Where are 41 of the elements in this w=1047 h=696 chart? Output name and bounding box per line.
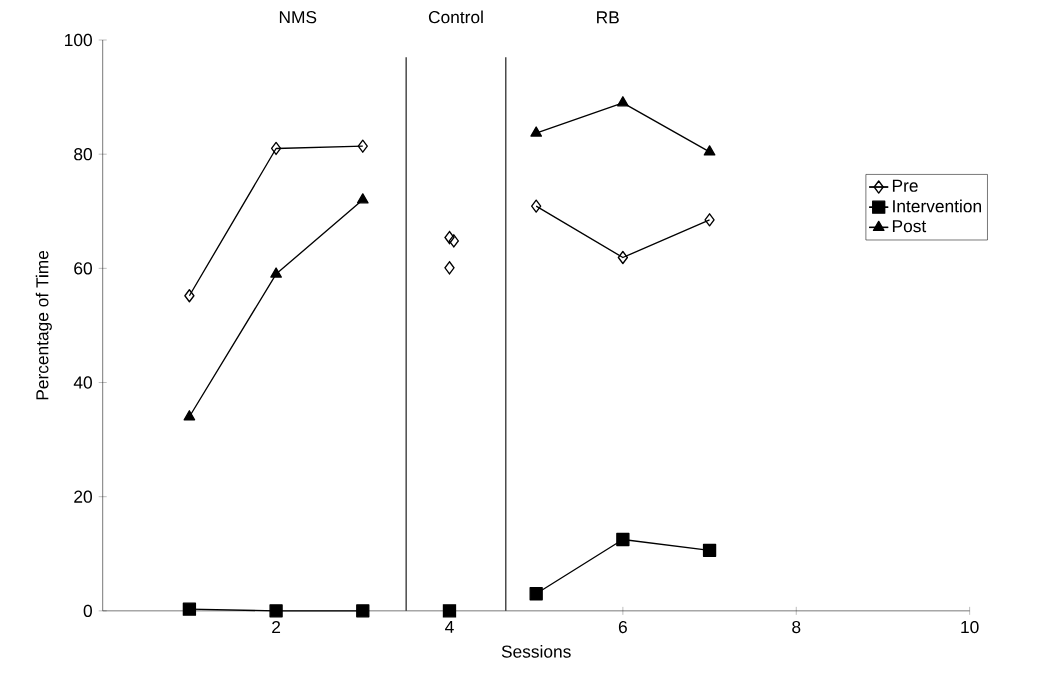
y-tick-label: 80 (74, 147, 92, 161)
point (617, 96, 629, 107)
point (182, 602, 197, 616)
x-tick-label: 6 (618, 620, 627, 634)
point (356, 193, 369, 204)
legend-label: Pre (892, 179, 918, 192)
point (270, 267, 282, 278)
y-axis-title: Percentage of Time (35, 250, 52, 400)
point (270, 141, 282, 156)
x-tick-label: 4 (445, 620, 454, 633)
text: NMS (279, 10, 317, 24)
point (184, 288, 195, 303)
point (702, 543, 717, 557)
x-axis-title: Sessions (501, 644, 571, 658)
text: RB (597, 11, 619, 24)
y-tick-label: 100 (65, 33, 92, 47)
legend-label: Post (892, 220, 927, 233)
x-tick-label: 10 (961, 620, 979, 634)
point (357, 139, 368, 153)
point (444, 230, 455, 245)
point (616, 532, 630, 547)
point (442, 604, 457, 618)
point (529, 586, 543, 601)
point (183, 409, 196, 421)
point (703, 145, 716, 156)
y-tick-label: 20 (74, 490, 92, 503)
point (530, 126, 543, 137)
point (269, 604, 283, 618)
point (356, 604, 370, 618)
text: Control (428, 10, 483, 24)
legend-label: Intervention (893, 199, 981, 213)
y-tick-label: 40 (73, 376, 92, 389)
point (444, 260, 455, 275)
x-tick-label: 8 (792, 620, 801, 634)
point (531, 199, 542, 213)
y-tick-label: 60 (74, 262, 92, 275)
x-tick-label: 2 (272, 620, 281, 633)
point (617, 250, 629, 265)
y-tick-label: 0 (83, 604, 92, 617)
point (704, 213, 715, 227)
point (448, 234, 459, 248)
